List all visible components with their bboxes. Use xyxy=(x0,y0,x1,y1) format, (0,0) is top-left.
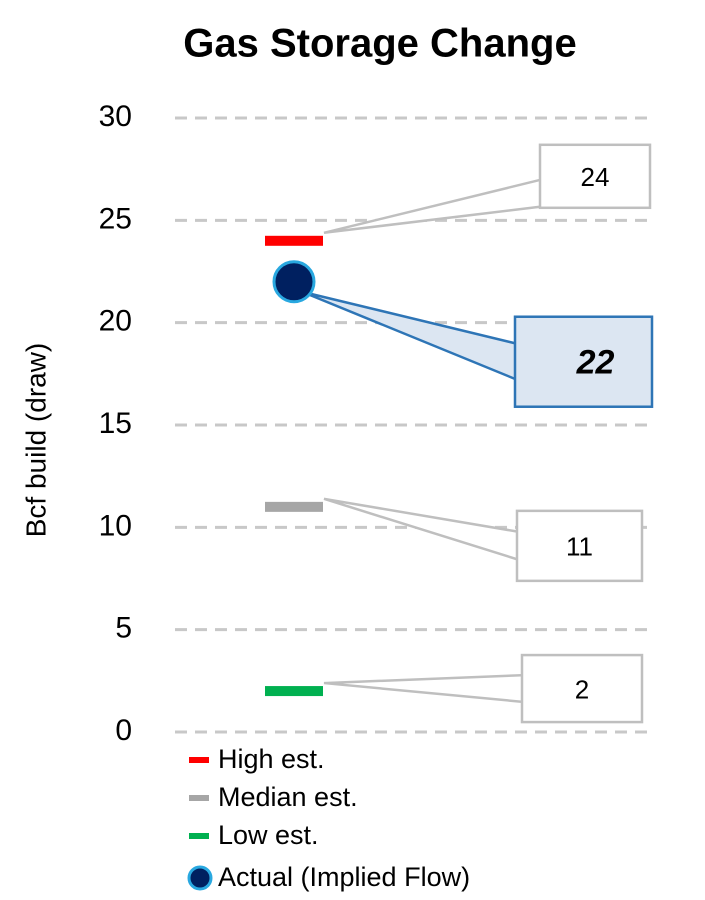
callout-pointer xyxy=(323,673,526,704)
y-axis-label: Bcf build (draw) xyxy=(20,343,51,538)
legend-marker xyxy=(187,865,213,891)
estimate-marker xyxy=(265,686,323,697)
y-tick-label: 25 xyxy=(99,202,132,235)
y-tick-label: 15 xyxy=(99,407,132,440)
callout-box xyxy=(538,143,652,210)
legend-label: Low est. xyxy=(218,820,319,850)
callout-pointer xyxy=(301,290,519,382)
callout-box xyxy=(513,315,654,408)
legend-marker xyxy=(189,795,209,801)
estimate-marker xyxy=(265,501,323,512)
data-label: 24 xyxy=(581,162,610,192)
callout-pointer xyxy=(323,177,544,235)
data-label: 11 xyxy=(566,532,593,562)
estimate-marker xyxy=(265,235,323,246)
data-label: 22 xyxy=(576,344,615,382)
data-label: 2 xyxy=(575,674,589,704)
callout-pointer xyxy=(323,497,521,562)
actual-marker xyxy=(272,260,316,304)
y-tick-label: 30 xyxy=(99,100,132,133)
legend-marker xyxy=(189,757,209,763)
legend-label: Median est. xyxy=(218,782,358,812)
y-tick-label: 0 xyxy=(115,714,132,747)
callout-box xyxy=(520,653,644,724)
chart-title: Gas Storage Change xyxy=(183,22,576,66)
callout-box xyxy=(515,509,644,583)
legend-label: Actual (Implied Flow) xyxy=(218,862,470,892)
y-tick-label: 10 xyxy=(99,509,132,542)
legend-label: High est. xyxy=(218,744,325,774)
legend-marker xyxy=(189,833,209,839)
y-tick-label: 20 xyxy=(99,305,132,338)
y-tick-label: 5 xyxy=(115,612,132,645)
